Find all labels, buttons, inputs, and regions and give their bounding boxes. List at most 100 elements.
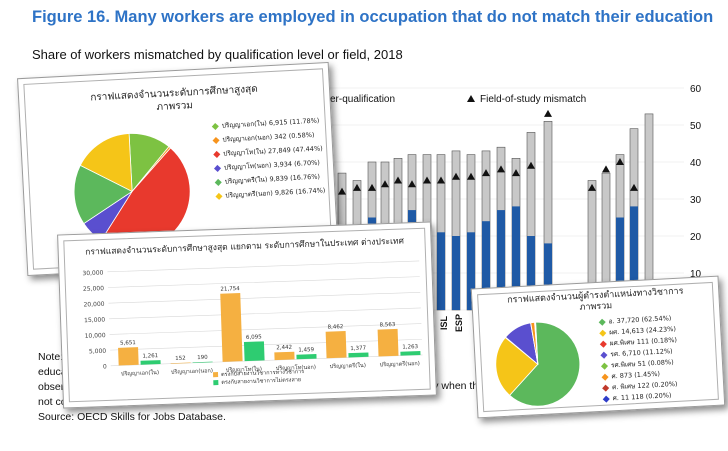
legend-swatch — [215, 192, 223, 200]
legend-swatch — [601, 373, 609, 381]
legend-swatch — [213, 164, 222, 172]
category-label: ปริญญาโท(ใน) — [226, 365, 262, 374]
y-tick-label: 10,000 — [85, 332, 106, 340]
marker-field-mismatch — [368, 183, 376, 191]
marker-field-mismatch — [616, 158, 624, 165]
bar-underqualification — [482, 221, 490, 310]
bar-match — [325, 331, 347, 359]
source-line: Source: OECD Skills for Jobs Database. — [38, 411, 226, 423]
bar-underqualification — [544, 243, 552, 310]
pie-slice — [509, 321, 581, 407]
bar-value-label: 8,462 — [328, 324, 344, 331]
y-tick-label: 60 — [690, 84, 702, 95]
marker-field-mismatch — [482, 169, 490, 177]
category-label: ปริญญาตรี(นอก) — [380, 360, 420, 368]
y-tick-label: 15,000 — [84, 316, 105, 324]
marker-field-mismatch — [423, 176, 431, 184]
legend-field-mismatch: Field-of-study mismatch — [480, 94, 586, 105]
legend-label: ตรงกับสายงานวิชาการทางวิชาการ — [221, 368, 304, 378]
pie-slice — [79, 133, 133, 193]
marker-field-mismatch — [467, 172, 475, 180]
bar-value-label: 1,261 — [142, 353, 158, 360]
bar-mismatch — [400, 351, 421, 356]
y-tick-label: 20 — [690, 232, 702, 243]
bar-mismatch — [348, 352, 369, 358]
legend-swatch — [213, 380, 219, 386]
marker-field-mismatch — [353, 183, 361, 191]
grid-line — [107, 276, 420, 288]
marker-field-mismatch — [527, 161, 535, 169]
pie-slice — [534, 321, 539, 365]
legend-swatch — [600, 362, 609, 370]
marker-field-mismatch — [512, 169, 520, 177]
grid-line — [107, 260, 420, 273]
grid-line — [108, 291, 421, 304]
y-tick-label: 50 — [690, 121, 702, 132]
legend-swatch — [213, 150, 221, 158]
legend-swatch — [212, 136, 220, 144]
bar-underqualification — [527, 236, 535, 310]
grid-line — [110, 354, 423, 367]
legend-swatch — [214, 178, 222, 186]
pie-card-qualification: กราฟแสดงจำนวนระดับการศึกษาสูงสุด ภาพรวม … — [17, 61, 339, 277]
marker-field-mismatch — [408, 180, 416, 188]
y-tick-label: 20,000 — [83, 301, 104, 309]
bar-underqualification — [467, 232, 475, 310]
bar-match — [170, 362, 191, 364]
bar-mismatch — [243, 341, 265, 362]
bar-value-label: 2,442 — [276, 345, 292, 352]
pie-card-academic-positions: กราฟแสดงจำนวนผู้ดำรงตำแหน่งทางวิชาการ ภา… — [470, 275, 726, 419]
marker-field-mismatch — [588, 183, 596, 191]
y-tick-label: 10 — [690, 269, 702, 280]
category-label-esp: ESP — [454, 314, 464, 332]
grid-line — [109, 307, 421, 320]
bar-underqualification — [497, 210, 505, 310]
legend-overqualification: ver-qualification — [325, 94, 395, 105]
bar-match — [377, 328, 399, 357]
legend-swatch — [599, 329, 607, 337]
y-tick-label: 30,000 — [82, 269, 103, 277]
bar-value-label: 190 — [197, 355, 208, 361]
bar-value-label: 6,095 — [246, 334, 262, 341]
y-tick-label: 40 — [690, 158, 702, 169]
marker-field-mismatch — [381, 180, 389, 188]
bar-card-qualification-split: กราฟแสดงจำนวนระดับการศึกษาสูงสุด แยกตาม … — [57, 221, 437, 409]
legend-swatch — [599, 340, 607, 348]
y-tick-label: 0 — [103, 363, 107, 370]
y-tick-label: 30 — [690, 195, 702, 206]
bar-value-label: 1,263 — [402, 344, 418, 351]
bar-value-label: 21,754 — [220, 286, 240, 293]
legend-swatch — [211, 122, 219, 130]
marker-field-mismatch — [602, 165, 610, 173]
marker-field-mismatch — [452, 172, 460, 180]
legend-label: ศ. 873 (1.45%) — [611, 369, 661, 381]
marker-field-mismatch — [544, 109, 552, 117]
bar-value-label: 1,459 — [298, 347, 314, 354]
bar-mismatch — [296, 354, 317, 360]
marker-field-mismatch — [437, 176, 445, 184]
bar-value-label: 1,377 — [350, 346, 366, 353]
bar-mismatch — [140, 360, 161, 365]
category-label: ปริญญาตรี(ใน) — [330, 362, 366, 370]
bar-value-label: 152 — [175, 356, 186, 362]
pie-slice — [73, 164, 133, 225]
grid-line — [109, 323, 422, 335]
figure-title: Figure 16. Many workers are employed in … — [32, 8, 714, 26]
pie1-chart — [73, 133, 191, 250]
bar-match — [220, 293, 243, 362]
bar-underqualification — [452, 236, 460, 310]
bar-match — [274, 351, 295, 361]
marker-field-mismatch — [338, 187, 346, 195]
y-tick-label: 25,000 — [83, 285, 104, 293]
pie3-chart — [495, 321, 581, 407]
marker-field-mismatch — [497, 165, 505, 173]
bar-underqualification — [437, 232, 445, 310]
figure-subtitle: Share of workers mismatched by qualifica… — [32, 47, 403, 62]
category-label: ปริญญาโท(นอก) — [276, 363, 316, 372]
bar-value-label: 5,651 — [120, 340, 136, 347]
bar-match — [118, 347, 139, 366]
legend-triangle-marker — [467, 95, 475, 102]
marker-field-mismatch — [394, 176, 402, 184]
pie-slice — [495, 336, 539, 396]
category-label-isl: ISL — [439, 315, 449, 330]
